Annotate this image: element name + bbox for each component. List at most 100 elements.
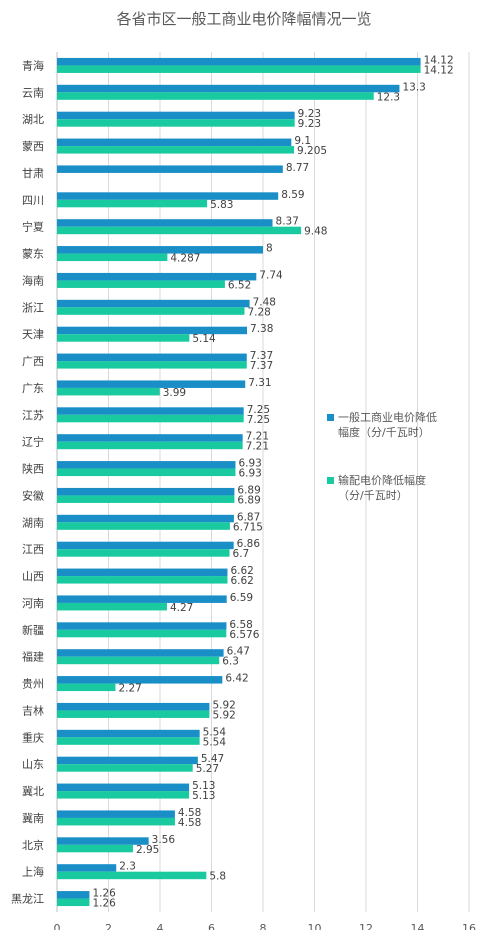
y-tick-label: 辽宁 <box>22 435 44 449</box>
data-label: 4.27 <box>170 602 193 614</box>
bar-series-2 <box>57 710 210 718</box>
data-label: 6.58 <box>229 619 252 631</box>
bar-series-2 <box>57 602 167 611</box>
y-tick-label: 江西 <box>22 543 44 556</box>
data-label: 6.42 <box>225 673 248 685</box>
data-label: 1.26 <box>92 888 116 900</box>
data-label: 6.86 <box>237 538 261 550</box>
x-tick-label: 12 <box>359 922 373 930</box>
y-tick-label: 天津 <box>22 328 44 341</box>
bar-series-1 <box>57 57 421 66</box>
data-label: 14.12 <box>424 64 454 76</box>
data-label: 4.287 <box>170 253 200 265</box>
data-label: 6.3 <box>222 656 239 668</box>
bar-series-1 <box>57 326 248 335</box>
bar-series-2 <box>57 549 230 557</box>
data-label: 6.576 <box>229 629 259 641</box>
y-tick-label: 蒙东 <box>22 248 44 261</box>
bar-series-2 <box>57 629 227 638</box>
y-tick-label: 吉林 <box>22 703 44 717</box>
x-tick-label: 6 <box>208 922 215 930</box>
bar-series-2 <box>57 576 228 584</box>
x-tick-label: 14 <box>411 922 425 930</box>
bar-series-2 <box>57 495 235 503</box>
bar-series-2 <box>57 334 190 342</box>
y-tick-label: 上海 <box>22 865 44 879</box>
data-label: 7.37 <box>250 360 273 372</box>
x-tick-label: 2 <box>105 922 112 930</box>
legend-swatch-series-1 <box>327 414 334 421</box>
data-label: 3.56 <box>152 834 176 846</box>
y-tick-label: 浙江 <box>22 301 44 314</box>
data-label: 3.99 <box>163 387 186 399</box>
y-tick-label: 青海 <box>22 58 44 72</box>
bar-series-1 <box>57 783 190 792</box>
bar-series-2 <box>57 871 207 880</box>
data-label: 9.23 <box>298 118 321 130</box>
y-tick-label: 陕西 <box>22 462 44 476</box>
legend-label-series-1: 一般工商业电价降低 幅度（分/千瓦时） <box>338 410 488 440</box>
x-tick-label: 10 <box>308 922 322 930</box>
y-tick-label: 广东 <box>22 382 44 395</box>
data-label: 14.12 <box>424 54 454 66</box>
data-label: 8.37 <box>276 216 299 228</box>
bar-series-2 <box>57 253 168 262</box>
y-tick-label: 黑龙江 <box>11 893 44 906</box>
bar-series-2 <box>57 898 90 907</box>
bar-series-1 <box>57 407 244 415</box>
bar-series-1 <box>57 84 400 93</box>
bar-series-2 <box>57 307 245 315</box>
legend-swatch-series-2 <box>327 477 334 484</box>
x-tick-label: 0 <box>54 922 61 930</box>
bar-series-1 <box>57 891 90 899</box>
bar-series-2 <box>57 791 190 799</box>
data-label: 6.47 <box>227 646 250 658</box>
x-tick-label: 4 <box>157 922 164 930</box>
bar-series-2 <box>57 146 295 154</box>
bar-series-1 <box>57 622 227 630</box>
data-label: 13.3 <box>402 81 425 93</box>
data-label: 9.23 <box>298 108 321 120</box>
x-tick-label: 16 <box>462 922 476 930</box>
bar-series-2 <box>57 414 244 423</box>
bar-series-2 <box>57 226 302 235</box>
data-label: 5.47 <box>201 753 224 765</box>
bar-series-1 <box>57 864 117 872</box>
bar-series-1 <box>57 299 250 308</box>
bar-series-1 <box>57 461 236 469</box>
legend-label-line: （分/千瓦时） <box>338 489 408 502</box>
data-label: 5.54 <box>203 726 227 738</box>
bar-series-1 <box>57 353 247 362</box>
data-label: 5.27 <box>196 763 219 775</box>
data-label: 6.93 <box>238 468 261 480</box>
data-label: 5.92 <box>212 699 235 711</box>
bar-series-2 <box>57 737 200 745</box>
data-label: 6.62 <box>230 575 253 587</box>
bar-series-2 <box>57 65 421 73</box>
data-label: 5.92 <box>212 709 235 721</box>
bar-series-1 <box>57 676 223 684</box>
data-label: 6.93 <box>238 458 261 470</box>
bar-series-2 <box>57 387 160 396</box>
y-tick-label: 贵州 <box>22 678 44 691</box>
legend-label-line: 一般工商业电价降低 <box>338 411 437 424</box>
bar-series-1 <box>57 434 243 442</box>
data-label: 8 <box>266 243 273 255</box>
data-label: 5.83 <box>210 199 233 211</box>
data-label: 6.89 <box>237 484 260 496</box>
data-label: 4.58 <box>178 807 201 819</box>
bar-series-1 <box>57 219 273 227</box>
bar-series-2 <box>57 119 295 127</box>
y-tick-label: 湖北 <box>22 113 44 126</box>
legend-label-series-2: 输配电价降低幅度 （分/千瓦时） <box>338 473 488 503</box>
data-label: 7.21 <box>246 431 269 443</box>
y-tick-label: 广西 <box>22 355 44 368</box>
bar-series-1 <box>57 810 175 818</box>
bar-series-2 <box>57 441 243 450</box>
data-label: 7.25 <box>247 404 270 416</box>
data-label: 5.14 <box>192 333 216 345</box>
data-label: 2.27 <box>118 683 141 695</box>
y-tick-label: 福建 <box>22 650 44 664</box>
data-label: 6.87 <box>237 511 260 523</box>
